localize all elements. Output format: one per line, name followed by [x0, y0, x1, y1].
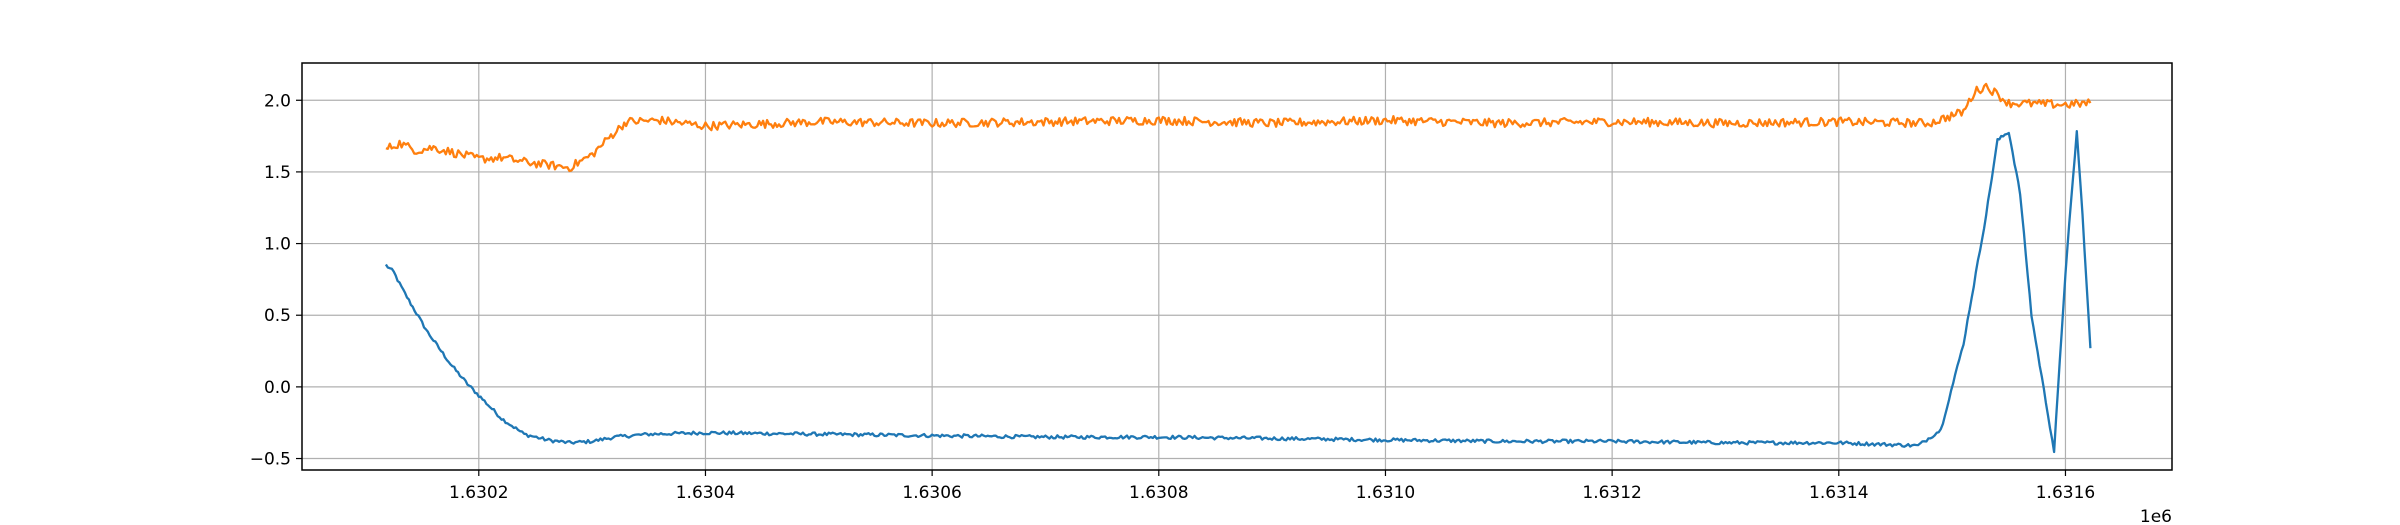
y-tick-label: 2.0 [264, 91, 291, 111]
y-tick-label: 0.0 [264, 378, 291, 398]
x-axis-offset-label: 1e6 [2140, 507, 2172, 525]
x-tick-label: 1.6312 [1582, 483, 1641, 503]
series-line-1 [384, 130, 2092, 454]
x-axis-tick-labels: 1.6302 1.6304 1.6306 1.6308 1.6310 1.6312 1.63… [449, 483, 2095, 503]
x-tick-label: 1.6314 [1809, 483, 1868, 503]
y-tick-label: 1.5 [264, 163, 291, 183]
x-tick-label: 1.6310 [1356, 483, 1415, 503]
y-tick-label: −0.5 [250, 450, 291, 470]
grid [302, 63, 2172, 470]
tick-marks [296, 99, 2067, 476]
y-axis-tick-labels: −0.5 0.0 0.5 1.0 1.5 2.0 [250, 91, 291, 469]
x-tick-label: 1.6306 [902, 483, 961, 503]
y-tick-label: 1.0 [264, 235, 291, 255]
plot-frame [301, 62, 2173, 471]
x-tick-label: 1.6316 [2036, 483, 2095, 503]
x-tick-label: 1.6308 [1129, 483, 1188, 503]
plot-series [384, 82, 2092, 454]
x-tick-label: 1.6304 [676, 483, 735, 503]
series-line-2 [385, 82, 2092, 173]
y-tick-label: 0.5 [264, 306, 291, 326]
x-tick-label: 1.6302 [449, 483, 508, 503]
